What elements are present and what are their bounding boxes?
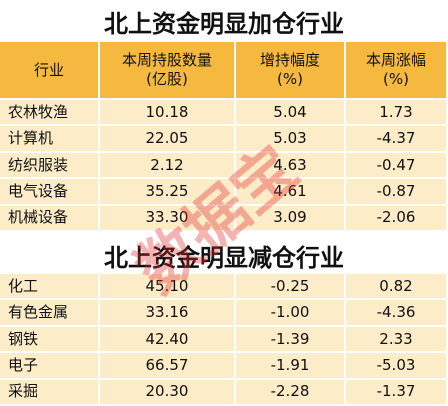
header-cell: 增持幅度 (%) xyxy=(236,42,346,100)
value-cell: 22.05 xyxy=(100,126,236,153)
value-cell: 33.30 xyxy=(100,205,236,232)
value-cell: -0.25 xyxy=(236,274,346,301)
header-cell: 本周持股数量 (亿股) xyxy=(100,42,236,100)
value-cell: 33.16 xyxy=(100,300,236,327)
value-cell: 4.63 xyxy=(236,152,346,180)
header-text: 行业 xyxy=(33,60,64,79)
value-cell: 20.30 xyxy=(100,379,236,406)
value-cell: -0.87 xyxy=(346,179,448,206)
industry-cell: 电子 xyxy=(0,353,100,380)
value-cell: -1.39 xyxy=(236,326,346,354)
industry-cell: 计算机 xyxy=(0,126,100,153)
header-text: (%) xyxy=(383,70,409,88)
industry-cell: 纺织服装 xyxy=(0,152,100,180)
value-cell: -4.37 xyxy=(346,126,448,153)
value-cell: 2.33 xyxy=(346,326,448,354)
value-cell: 66.57 xyxy=(100,353,236,380)
value-cell: -2.06 xyxy=(346,205,448,232)
header-text: 本周持股数量 xyxy=(121,51,212,70)
value-cell: 5.03 xyxy=(236,126,346,153)
value-cell: -5.03 xyxy=(346,353,448,380)
value-cell: -1.91 xyxy=(236,353,346,380)
value-cell: 45.10 xyxy=(100,274,236,301)
value-cell: 0.82 xyxy=(346,274,448,301)
header-cell: 本周涨幅 (%) xyxy=(346,42,448,100)
header-text: (%) xyxy=(277,70,303,88)
header-text: (亿股) xyxy=(146,70,188,88)
industry-cell: 钢铁 xyxy=(0,326,100,354)
value-cell: -1.37 xyxy=(346,379,448,406)
industry-cell: 有色金属 xyxy=(0,300,100,327)
value-cell: 35.25 xyxy=(100,179,236,206)
value-cell: 3.09 xyxy=(236,205,346,232)
value-cell: -0.47 xyxy=(346,152,448,180)
header-cell: 行业 xyxy=(0,42,100,100)
value-cell: -2.28 xyxy=(236,379,346,406)
value-cell: 10.18 xyxy=(100,100,236,127)
value-cell: -1.00 xyxy=(236,300,346,327)
industry-cell: 采掘 xyxy=(0,379,100,406)
value-cell: 5.04 xyxy=(236,100,346,127)
value-cell: 4.61 xyxy=(236,179,346,206)
value-cell: 2.12 xyxy=(100,152,236,180)
industry-cell: 化工 xyxy=(0,274,100,301)
industry-cell: 电气设备 xyxy=(0,179,100,206)
value-cell: -4.36 xyxy=(346,300,448,327)
industry-cell: 农林牧渔 xyxy=(0,100,100,127)
value-cell: 1.73 xyxy=(346,100,448,127)
header-text: 本周涨幅 xyxy=(365,51,426,70)
section-title: 北上资金明显加仓行业 xyxy=(104,10,344,38)
section-title: 北上资金明显减仓行业 xyxy=(104,244,344,272)
header-text: 增持幅度 xyxy=(259,51,320,70)
value-cell: 42.40 xyxy=(100,326,236,354)
industry-cell: 机械设备 xyxy=(0,205,100,232)
